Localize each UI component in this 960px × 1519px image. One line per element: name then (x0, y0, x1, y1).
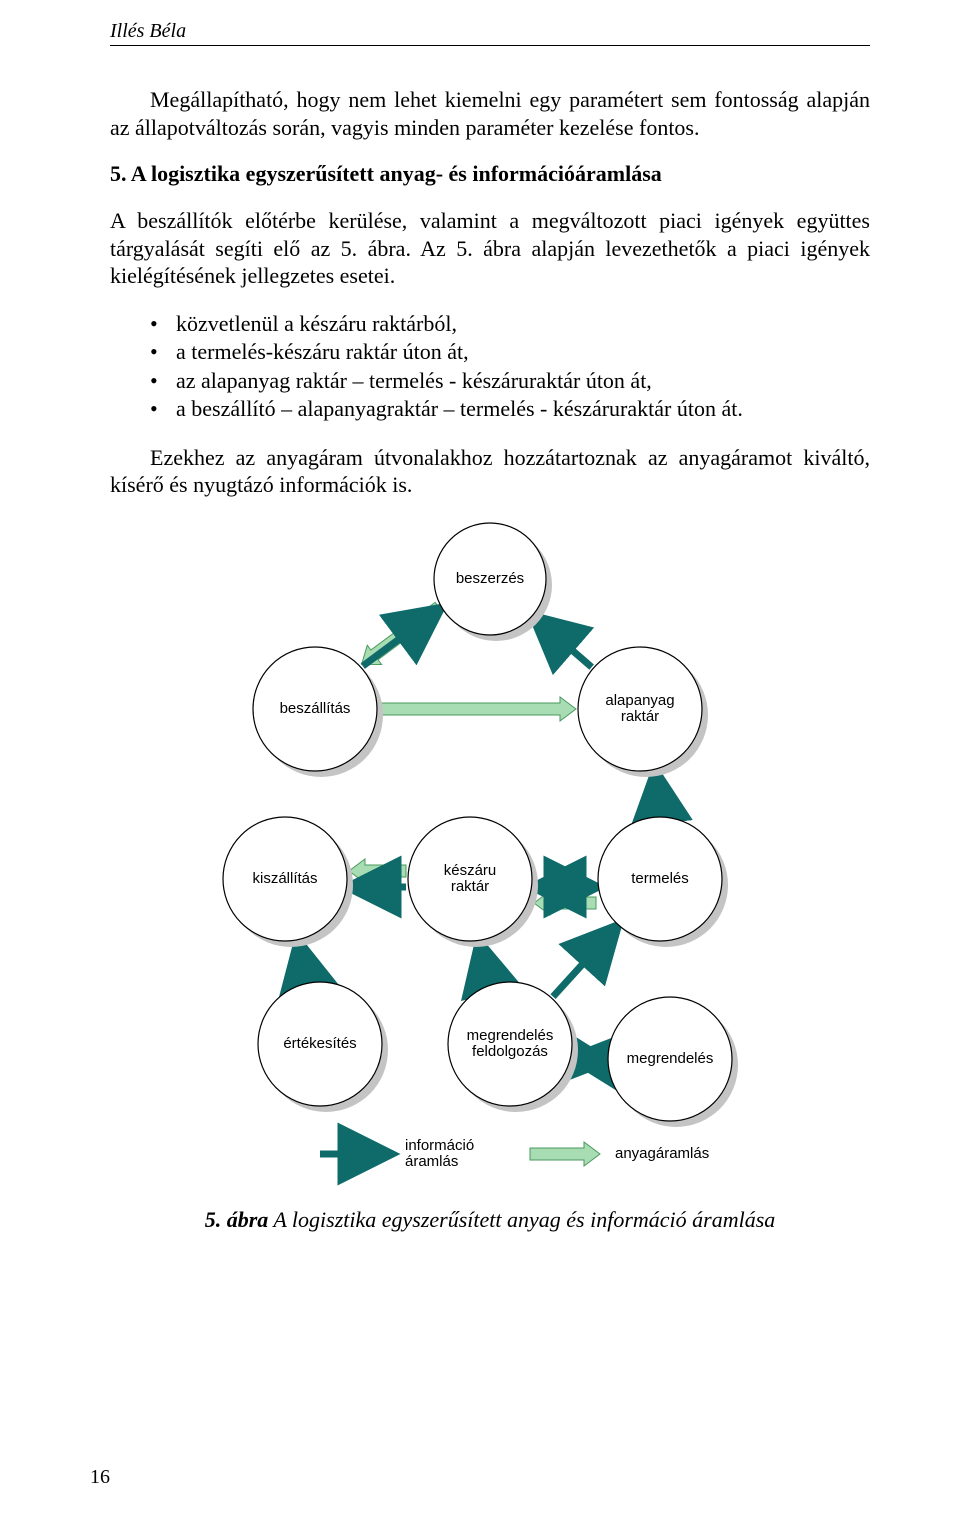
diagram-node-label: értékesítés (283, 1035, 356, 1052)
legend-label: információ (405, 1137, 474, 1154)
info-arrow (479, 942, 489, 983)
info-arrow (553, 926, 617, 996)
figure-caption-text: A logisztika egyszerűsített anyag és inf… (268, 1207, 775, 1232)
legend-label: áramlás (405, 1153, 458, 1170)
running-head: Illés Béla (110, 20, 870, 46)
list-item: a beszállító – alapanyagraktár – termelé… (150, 395, 870, 424)
section-title: 5. A logisztika egyszerűsített anyag- és… (110, 161, 870, 187)
diagram-node-label: kiszállítás (252, 870, 317, 887)
list-item: a termelés-készáru raktár úton át, (150, 338, 870, 367)
figure-5: beszerzésbeszállításalapanyagraktárkiszá… (110, 519, 870, 1233)
diagram-node-label: beszállítás (280, 700, 351, 717)
diagram-node-label: megrendelés (627, 1050, 714, 1067)
diagram-node-label: raktár (621, 708, 659, 725)
material-arrow (379, 697, 576, 721)
diagram-node-label: készáru (444, 862, 497, 879)
figure-caption: 5. ábra A logisztika egyszerűsített anya… (110, 1207, 870, 1233)
diagram-node-label: beszerzés (456, 570, 524, 587)
diagram-node-label: termelés (631, 870, 689, 887)
info-arrow (534, 617, 592, 667)
info-arrow (573, 1058, 606, 1061)
material-arrow (349, 859, 406, 883)
list-item: közvetlenül a készáru raktárból, (150, 310, 870, 339)
page-number: 16 (90, 1466, 110, 1489)
legend-label: anyagáramlás (615, 1145, 709, 1162)
material-arrow (534, 891, 596, 915)
diagram-node-label: megrendelés (467, 1027, 554, 1044)
list-item: az alapanyag raktár – termelés - készáru… (150, 367, 870, 396)
figure-number: 5. ábra (205, 1207, 269, 1232)
paragraph-2: A beszállítók előtérbe kerülése, valamin… (110, 207, 870, 290)
paragraph-intro: Megállapítható, hogy nem lehet kiemelni … (110, 86, 870, 141)
info-arrow (298, 941, 306, 981)
bullet-list: közvetlenül a készáru raktárból, a terme… (110, 310, 870, 424)
diagram-node-label: raktár (451, 878, 489, 895)
diagram-node-label: feldolgozás (472, 1043, 548, 1060)
info-arrow (363, 609, 440, 666)
page: Illés Béla Megállapítható, hogy nem lehe… (0, 0, 960, 1519)
diagram-node-label: alapanyag (605, 692, 674, 709)
paragraph-3: Ezekhez az anyagáram útvonalakhoz hozzát… (110, 444, 870, 499)
flow-diagram: beszerzésbeszállításalapanyagraktárkiszá… (170, 519, 810, 1199)
